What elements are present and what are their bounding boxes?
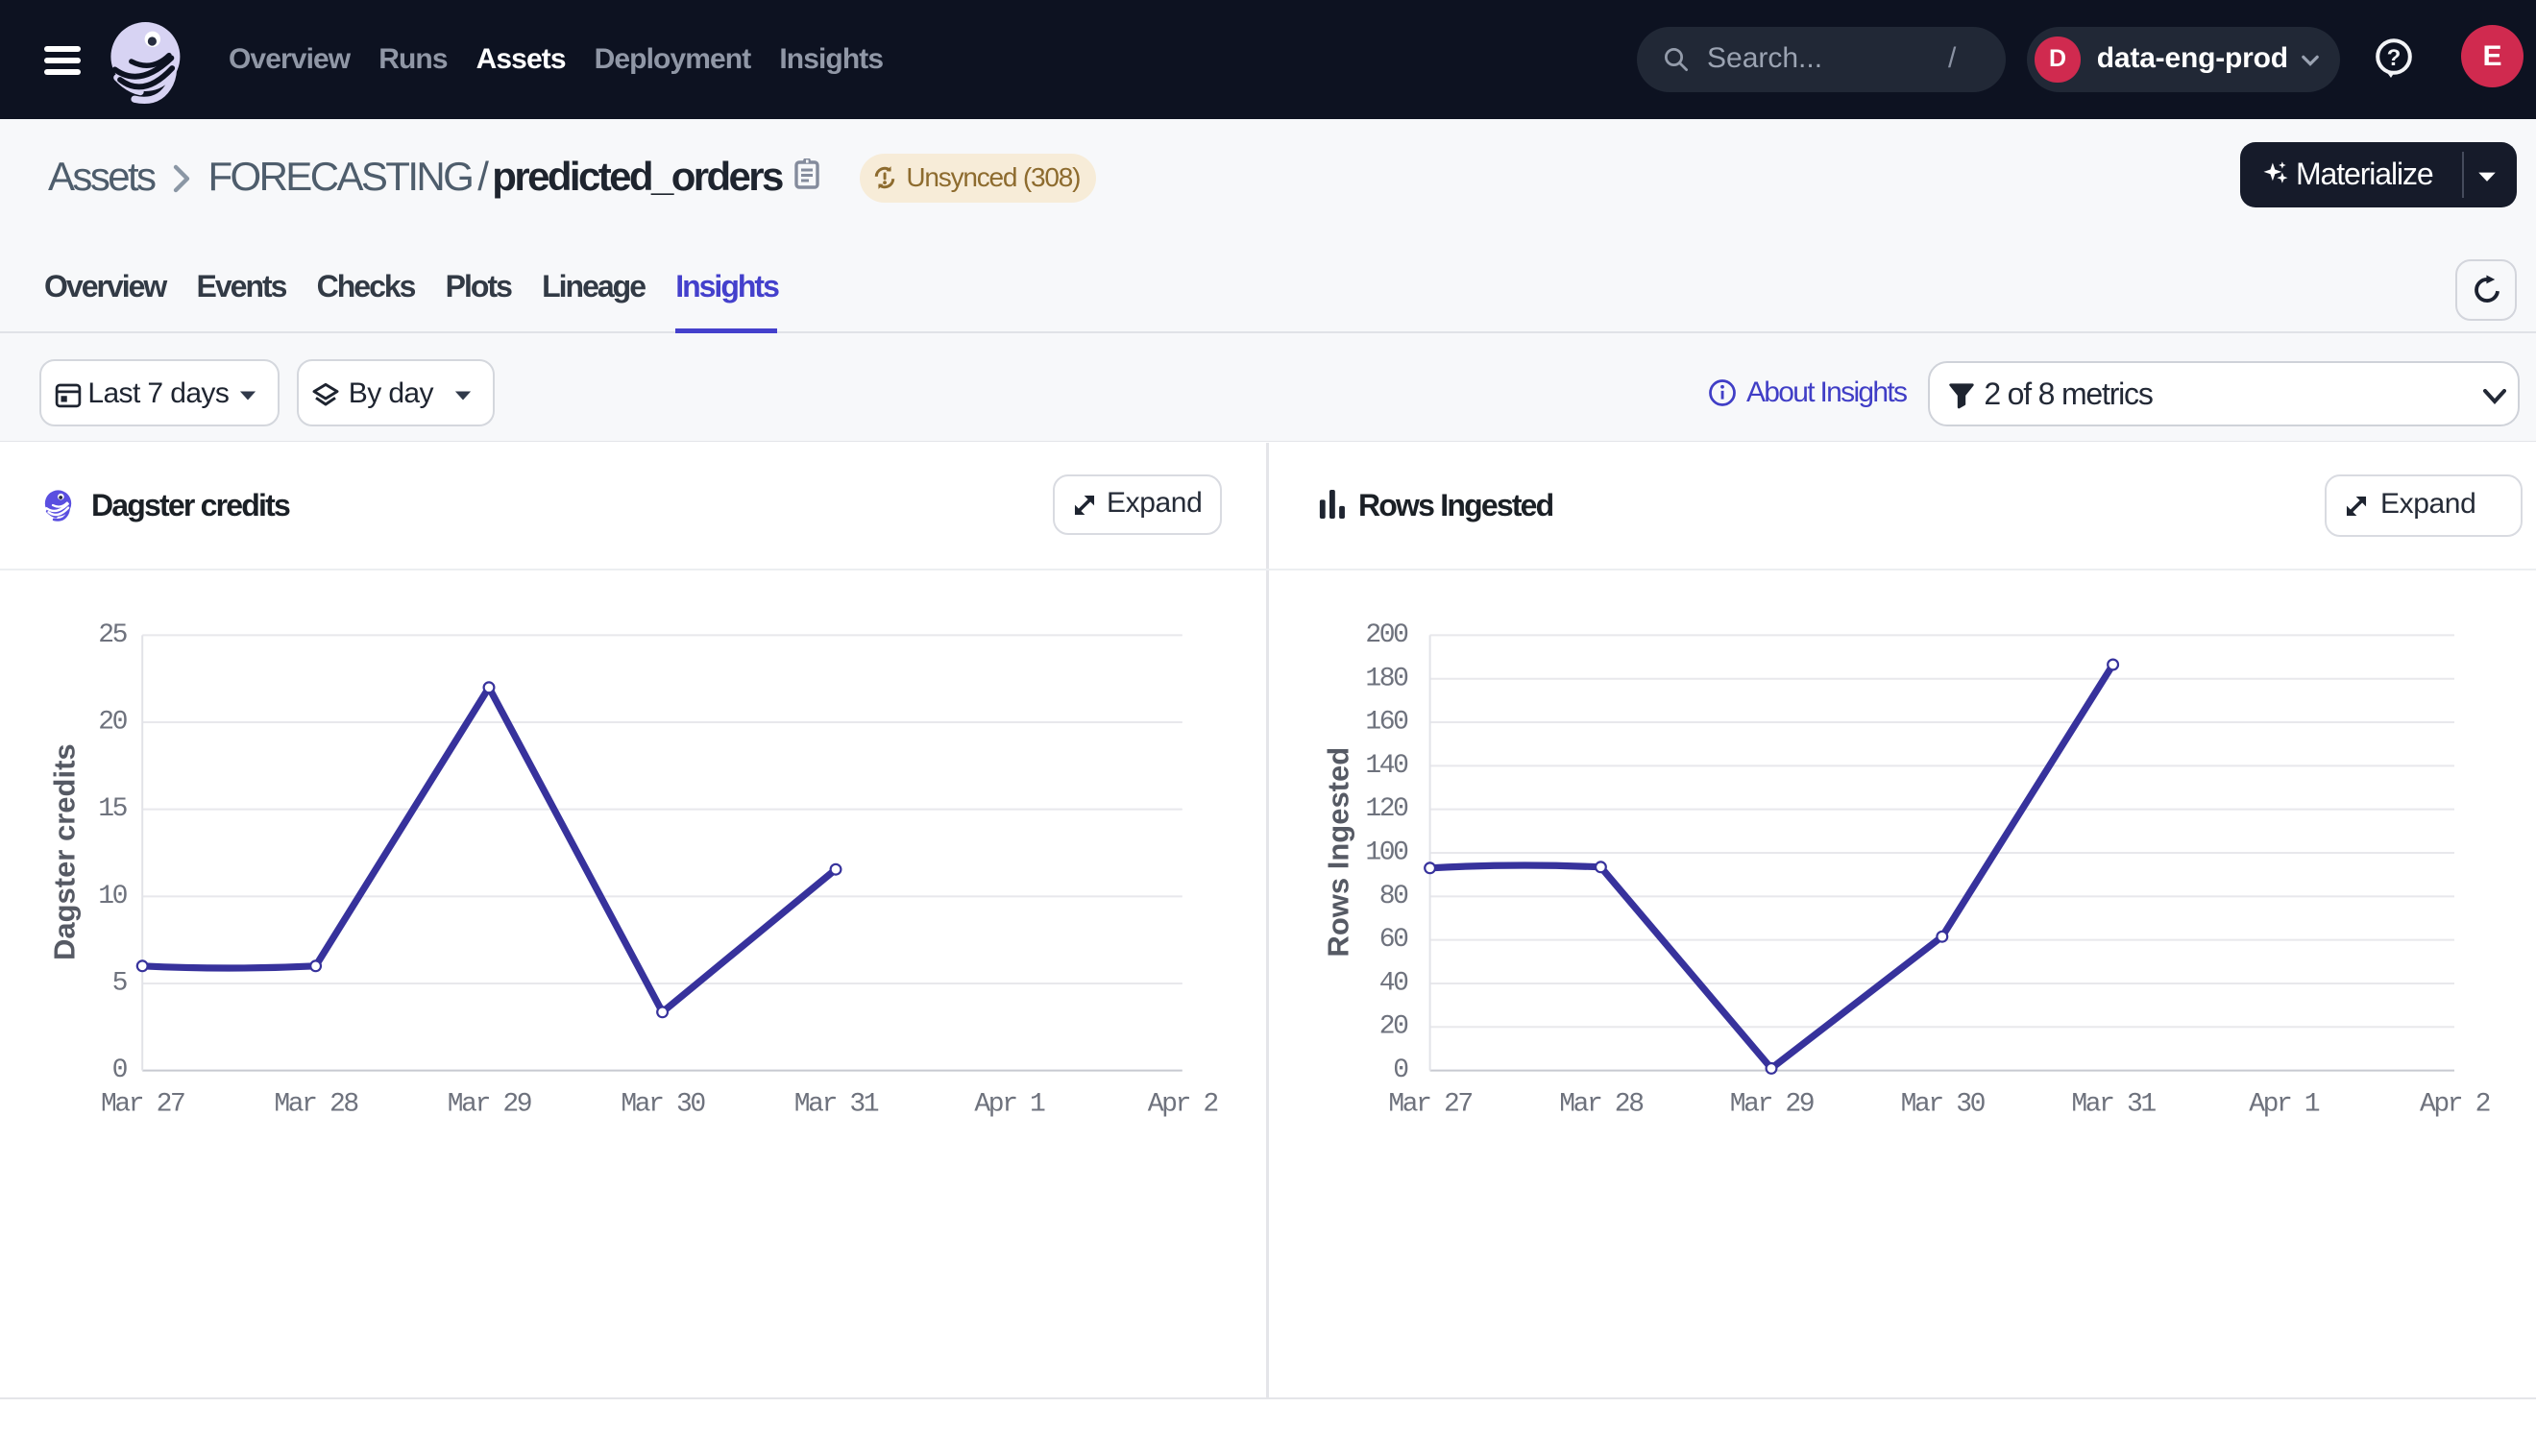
- svg-text:60: 60: [1379, 925, 1408, 955]
- svg-text:Mar 27: Mar 27: [1388, 1089, 1472, 1119]
- svg-text:10: 10: [98, 882, 127, 911]
- svg-text:5: 5: [112, 969, 128, 999]
- svg-text:120: 120: [1365, 794, 1408, 824]
- svg-text:0: 0: [1393, 1056, 1408, 1085]
- svg-text:20: 20: [98, 708, 127, 738]
- svg-text:Rows Ingested: Rows Ingested: [1322, 747, 1355, 958]
- svg-text:Apr 2: Apr 2: [2420, 1089, 2490, 1119]
- svg-text:80: 80: [1379, 882, 1408, 911]
- svg-text:160: 160: [1365, 708, 1408, 738]
- svg-text:180: 180: [1365, 664, 1408, 693]
- svg-text:200: 200: [1365, 620, 1408, 650]
- svg-text:Mar 28: Mar 28: [1559, 1089, 1643, 1119]
- svg-text:Mar 29: Mar 29: [1730, 1089, 1814, 1119]
- svg-text:Mar 29: Mar 29: [448, 1089, 531, 1119]
- svg-text:?: ?: [2387, 45, 2402, 71]
- svg-text:Apr 1: Apr 1: [2249, 1089, 2320, 1119]
- svg-text:140: 140: [1365, 751, 1408, 781]
- svg-text:Mar 30: Mar 30: [621, 1089, 705, 1119]
- svg-text:Apr 2: Apr 2: [1148, 1089, 1218, 1119]
- svg-text:25: 25: [98, 620, 127, 650]
- svg-text:100: 100: [1365, 838, 1408, 868]
- svg-text:Mar 28: Mar 28: [274, 1089, 357, 1119]
- svg-text:20: 20: [1379, 1012, 1408, 1042]
- svg-text:Mar 30: Mar 30: [1901, 1089, 1986, 1119]
- svg-text:Mar 31: Mar 31: [794, 1089, 879, 1119]
- svg-text:40: 40: [1379, 969, 1408, 999]
- svg-text:Mar 31: Mar 31: [2071, 1089, 2156, 1119]
- svg-text:0: 0: [112, 1056, 128, 1085]
- svg-text:Mar 27: Mar 27: [101, 1089, 184, 1119]
- svg-text:15: 15: [98, 794, 127, 824]
- svg-text:Dagster credits: Dagster credits: [48, 743, 82, 960]
- svg-text:Apr 1: Apr 1: [974, 1089, 1045, 1119]
